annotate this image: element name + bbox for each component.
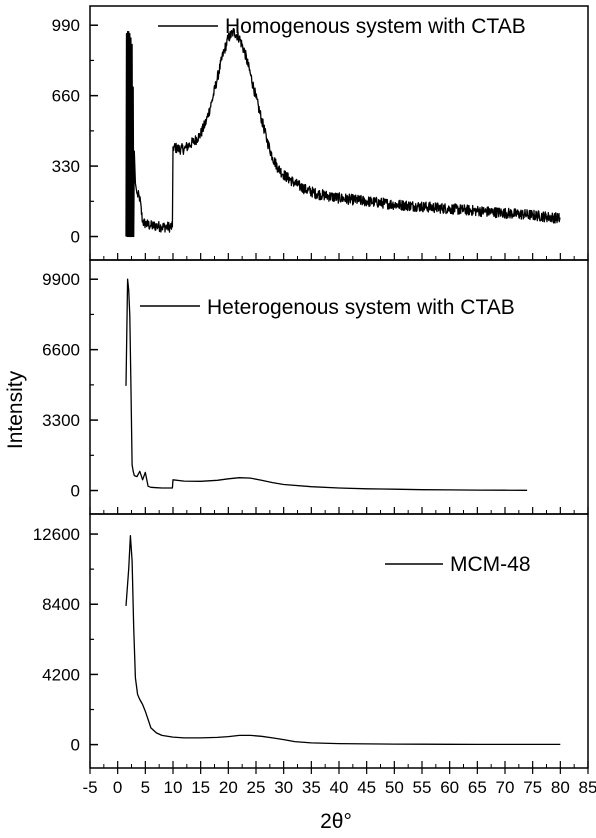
series-line: [125, 278, 528, 491]
y-tick-label: 660: [52, 87, 80, 106]
panels-layer: 0 330 660 990 Homogenous system with CTAB 0 33…: [33, 5, 589, 769]
x-tick-label: 50: [385, 778, 404, 797]
legend-label: MCM-48: [450, 553, 531, 576]
x-tick-label: 0: [113, 778, 122, 797]
y-tick-label: 3300: [42, 411, 80, 430]
series-line: [125, 27, 561, 238]
x-tick-label: 60: [440, 778, 459, 797]
y-tick-label: 12600: [33, 525, 80, 544]
y-tick-label: 990: [52, 16, 80, 35]
x-tick-label: 25: [247, 778, 266, 797]
series-line: [125, 535, 561, 746]
x-tick-label: 30: [274, 778, 293, 797]
legend-label: Heterogenous system with CTAB: [207, 296, 515, 319]
y-tick-label: 0: [71, 228, 80, 247]
x-tick-label: 70: [496, 778, 515, 797]
x-tick-label: 10: [164, 778, 183, 797]
y-tick-label: 0: [71, 736, 80, 755]
y-tick-label: 4200: [42, 665, 80, 684]
x-tick-label: 15: [191, 778, 210, 797]
x-tick-label: 55: [413, 778, 432, 797]
x-tick-label: 80: [551, 778, 570, 797]
x-tick-label: 45: [357, 778, 376, 797]
panel-1: 0 330 660 990 Homogenous system with CTAB: [52, 5, 589, 261]
x-tick-label: 5: [141, 778, 150, 797]
x-tick-label: 85: [579, 778, 596, 797]
panel-2: 0 3300 6600 9900 Heterogenous system with CT…: [42, 259, 589, 515]
y-tick-label: 6600: [42, 341, 80, 360]
x-tick-label: 20: [219, 778, 238, 797]
panel-3: 0 4200 8400 12600 MCM-48: [33, 513, 589, 769]
legend-label: Homogenous system with CTAB: [225, 15, 526, 38]
x-tick-label: 40: [330, 778, 349, 797]
x-tick-label: 35: [302, 778, 321, 797]
y-tick-label: 8400: [42, 595, 80, 614]
panel-frame: [89, 5, 589, 261]
y-tick-label: 9900: [42, 270, 80, 289]
x-tick-label: 65: [468, 778, 487, 797]
x-axis: -5 0 5 10 15 20 25 30 35 40 45 50 55 60 65 70 75 80 85: [82, 768, 596, 797]
y-tick-label: 330: [52, 157, 80, 176]
y-tick-label: 0: [71, 482, 80, 501]
x-tick-label: -5: [82, 778, 97, 797]
y-axis-title: Intensity: [4, 370, 27, 449]
x-axis-title: 2θ°: [320, 810, 352, 833]
x-tick-label: 75: [523, 778, 542, 797]
